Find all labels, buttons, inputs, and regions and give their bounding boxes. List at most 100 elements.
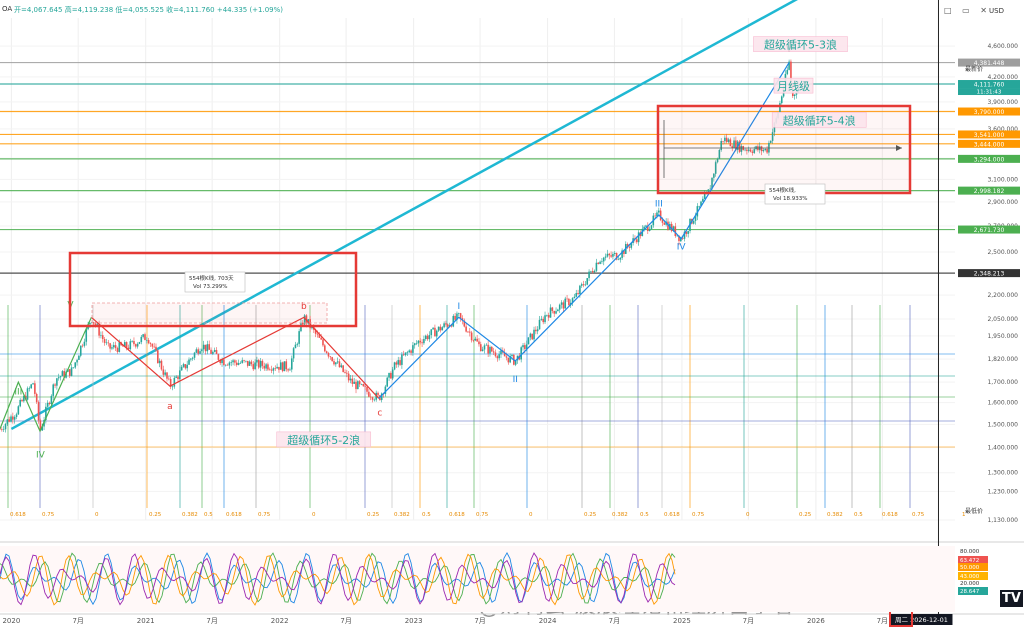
candle-body — [63, 371, 66, 378]
candle-body — [149, 343, 152, 345]
candle-body — [573, 296, 576, 299]
candle-body — [123, 342, 126, 347]
candle-body — [292, 348, 295, 359]
candle-body — [692, 220, 695, 224]
candle-body — [324, 345, 326, 352]
candle-body — [496, 356, 499, 359]
candle-body — [85, 329, 88, 342]
candle-body — [366, 386, 368, 392]
window-controls[interactable]: □ ▭ ✕ — [944, 6, 991, 15]
candle-body — [766, 148, 768, 153]
y-tick-label: 1,700.000 — [987, 379, 1018, 386]
candle-body — [21, 399, 23, 402]
candle-body — [676, 235, 678, 237]
fib-label: 0.75 — [476, 512, 489, 518]
fib-label: 0.382 — [394, 512, 410, 518]
level-tag-label: 3,790.000 — [974, 109, 1005, 116]
candle-body — [461, 318, 464, 321]
candle-body — [727, 139, 730, 142]
candle-body — [357, 381, 359, 390]
fib-label: 0 — [746, 512, 750, 518]
x-tick-label: 2026 — [807, 617, 825, 625]
candle-body — [457, 313, 460, 314]
candle-body — [254, 362, 256, 370]
header-symbol: OA — [2, 5, 13, 13]
fib-label: 0.5 — [640, 512, 649, 518]
level-tag — [958, 58, 1020, 67]
fib-label: 0.25 — [584, 512, 597, 518]
candle-body — [268, 369, 271, 371]
level-tag-label: 4,381.448 — [974, 60, 1005, 67]
candle-body — [140, 336, 143, 343]
wave-label: IV — [36, 450, 46, 460]
y-tick-label: 1,130.000 — [987, 517, 1018, 524]
candle-body — [61, 371, 64, 377]
candle-body — [391, 369, 394, 379]
indicator-tick-label: 43.000 — [960, 574, 980, 580]
candle-body — [314, 329, 317, 334]
candle-body — [46, 402, 49, 407]
candle-body — [206, 344, 209, 352]
candle-body — [604, 256, 607, 258]
candle-body — [393, 362, 396, 370]
candle-body — [467, 331, 469, 333]
candle-body — [547, 315, 550, 318]
candle-body — [197, 349, 199, 354]
wave-label: a — [167, 402, 173, 412]
wave-path — [90, 316, 380, 399]
measure-info-text: 554根K线, — [769, 186, 796, 194]
fib-label: 0 — [312, 512, 316, 518]
candle-body — [89, 322, 91, 325]
candle-body — [267, 364, 269, 370]
candle-body — [23, 395, 25, 402]
candle-body — [476, 338, 478, 342]
wave-label: III — [655, 200, 663, 210]
level-tag-label: 3,294.000 — [974, 156, 1005, 163]
candle-body — [101, 335, 104, 339]
candle-body — [412, 345, 414, 353]
candle-body — [615, 252, 618, 260]
candle-body — [487, 344, 489, 354]
candle-body — [15, 414, 18, 417]
candle-body — [241, 360, 244, 363]
candle-body — [221, 359, 223, 364]
candle-body — [531, 333, 533, 340]
measure-range-left — [91, 302, 328, 324]
fib-label: 0.382 — [612, 512, 628, 518]
candle-body — [19, 399, 21, 407]
candle-body — [685, 231, 688, 234]
candle-body — [72, 367, 75, 369]
candle-body — [133, 341, 135, 345]
candle-body — [780, 96, 783, 104]
fib-label: 0.25 — [799, 512, 812, 518]
candle-body — [98, 324, 100, 336]
candle-body — [116, 348, 119, 352]
candle-body — [335, 362, 337, 365]
candle-body — [514, 360, 517, 365]
candle-body — [397, 360, 400, 365]
candle-body — [733, 140, 735, 148]
level-tag — [958, 269, 1020, 278]
price-badge: 最新价 — [965, 65, 983, 73]
measure-info-sub: Vol 73.299% — [193, 284, 227, 290]
indicator-line — [0, 551, 676, 606]
indicator-line — [0, 552, 676, 606]
candle-body — [164, 372, 166, 375]
fib-label: 0.618 — [882, 512, 898, 518]
candle-body — [287, 369, 289, 371]
measure-info-sub: Vol 18.933% — [773, 196, 807, 202]
candle-body — [270, 369, 273, 371]
candle-body — [591, 271, 594, 273]
fib-label: 0.75 — [258, 512, 271, 518]
y-tick-label: 1,230.000 — [987, 488, 1018, 495]
wave-label: b — [301, 302, 307, 312]
candle-body — [423, 338, 425, 344]
candle-body — [329, 356, 332, 358]
x-tick-label: 7月 — [743, 617, 754, 625]
price-badge: 最低价 — [965, 507, 983, 515]
fib-label: 0.618 — [449, 512, 465, 518]
candle-body — [468, 331, 471, 333]
candle-body — [747, 149, 750, 151]
